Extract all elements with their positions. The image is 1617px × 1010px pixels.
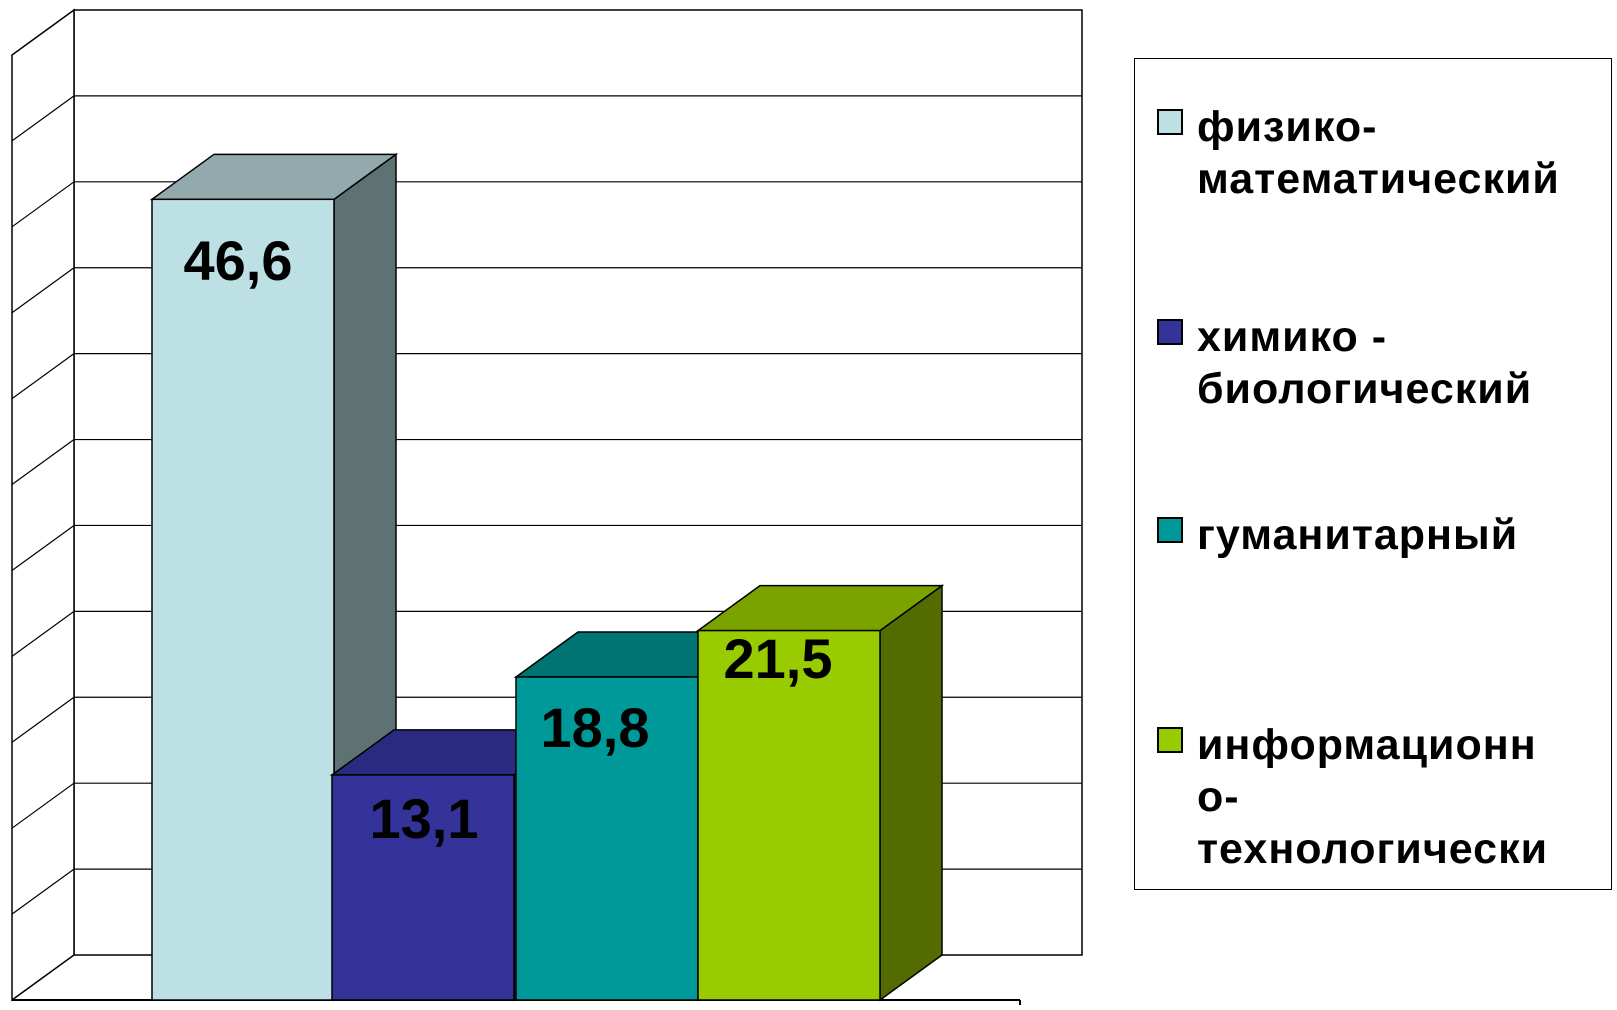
legend-label: информационн о- технологически [1197, 721, 1549, 873]
gridline-side [11, 868, 75, 915]
data-label: 21,5 [724, 627, 833, 690]
side-wall [11, 8, 75, 1002]
gridline-side [11, 696, 75, 743]
bar-side [879, 584, 943, 1002]
gridline-side [11, 267, 75, 314]
bar [151, 198, 335, 1001]
legend-swatch [1157, 517, 1183, 543]
legend-label: гуманитарный [1197, 511, 1519, 559]
gridline-side [11, 610, 75, 657]
bar [515, 676, 699, 1001]
data-label: 18,8 [541, 696, 650, 759]
legend-label: физико- математический [1197, 103, 1560, 203]
data-label: 46,6 [184, 229, 293, 292]
gridline-side [11, 353, 75, 400]
gridline-side [11, 782, 75, 829]
gridline-side [11, 524, 75, 571]
bar [331, 774, 515, 1001]
legend-swatch [1157, 319, 1183, 345]
gridline-side [11, 95, 75, 142]
bar [697, 629, 881, 1001]
gridline-side [11, 439, 75, 486]
legend-swatch [1157, 109, 1183, 135]
legend-swatch [1157, 727, 1183, 753]
gridline-side [11, 181, 75, 228]
legend-label: химико - биологический [1197, 313, 1533, 413]
legend: физико- математический химико - биологич… [1134, 58, 1612, 890]
data-label: 13,1 [370, 787, 479, 850]
